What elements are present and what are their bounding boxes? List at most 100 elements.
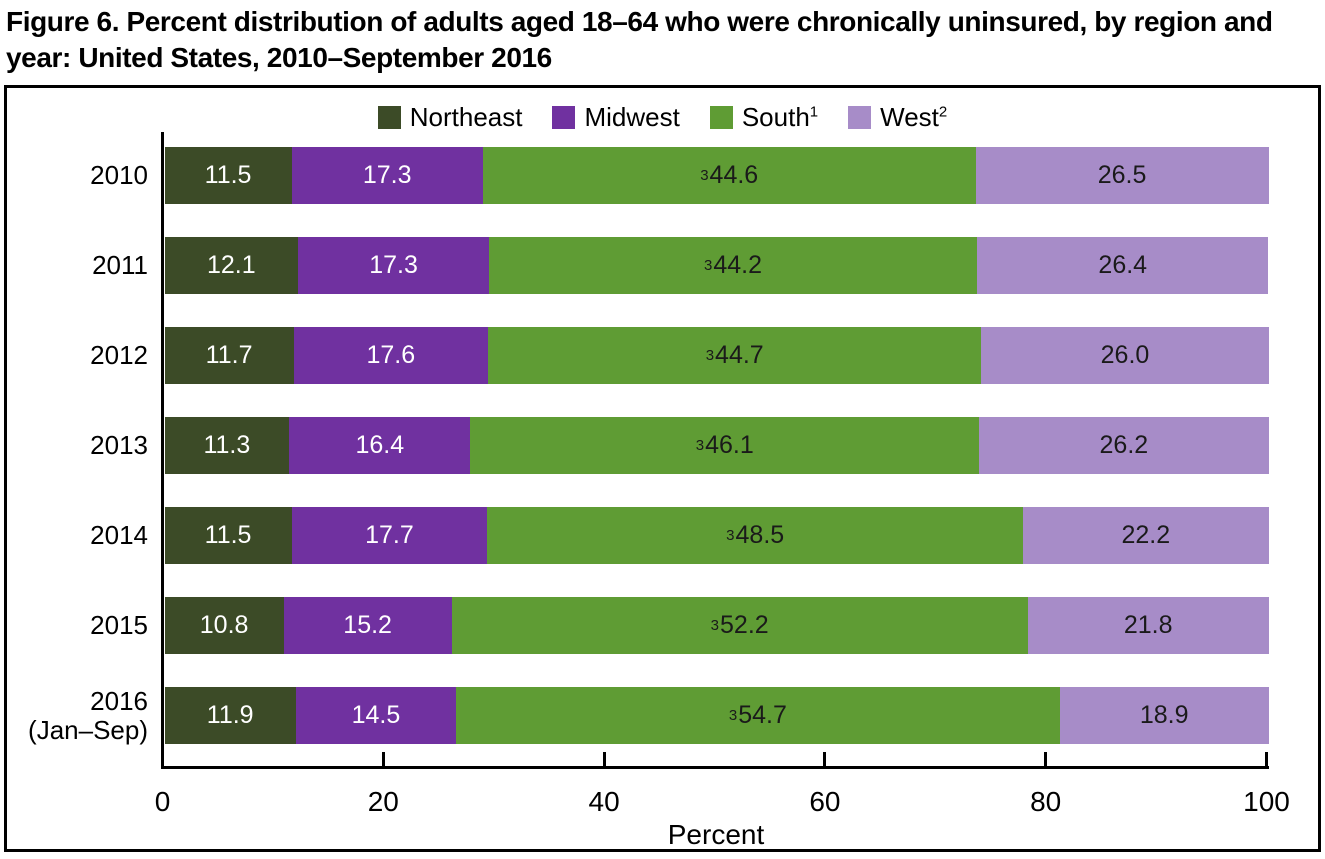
tick-label: 100 bbox=[1243, 786, 1290, 817]
stacked-bar: 11.9 14.5 3 54.7 18.9 bbox=[164, 687, 1269, 744]
bar-row: 2016 (Jan–Sep) 11.9 14.5 3 54.7 18.9 bbox=[7, 685, 1269, 745]
segment-value: 26.0 bbox=[1100, 341, 1150, 369]
tick-mark bbox=[823, 752, 827, 766]
bar-segment-northeast: 12.1 bbox=[164, 237, 299, 294]
stacked-bar: 11.7 17.6 3 44.7 26.0 bbox=[164, 327, 1269, 384]
bar-segment-midwest: 14.5 bbox=[295, 687, 456, 744]
bar-segment-northeast: 11.9 bbox=[164, 687, 296, 744]
stacked-bar: 11.5 17.7 3 48.5 22.2 bbox=[164, 507, 1269, 564]
bar-row: 2014 11.5 17.7 3 48.5 22.2 bbox=[7, 507, 1269, 564]
bar-segment-midwest: 17.3 bbox=[298, 237, 490, 294]
year-label: 2015 bbox=[90, 610, 148, 640]
bar-segment-west: 26.4 bbox=[977, 237, 1269, 294]
bar-segment-midwest: 16.4 bbox=[289, 417, 471, 474]
year-label: 2010 bbox=[90, 160, 148, 190]
tick-mark bbox=[1044, 752, 1048, 766]
year-label: 2014 bbox=[90, 520, 148, 550]
bar-segment-northeast: 10.8 bbox=[164, 597, 284, 654]
bar-segment-west: 26.0 bbox=[981, 327, 1269, 384]
bar-segment-west: 18.9 bbox=[1059, 687, 1269, 744]
legend-footnote-marker: 2 bbox=[938, 103, 948, 121]
segment-value: 11.5 bbox=[204, 161, 252, 189]
legend-swatch-midwest bbox=[552, 106, 576, 129]
segment-value: 11.5 bbox=[204, 521, 252, 549]
bar-segment-midwest: 17.7 bbox=[291, 507, 488, 564]
segment-value: 26.2 bbox=[1099, 431, 1149, 459]
tick-label: 40 bbox=[588, 786, 620, 817]
segment-value: 44.7 bbox=[715, 341, 764, 369]
bar-segment-midwest: 17.3 bbox=[291, 147, 483, 204]
legend-footnote-marker: 1 bbox=[809, 103, 819, 121]
bar-segment-west: 26.2 bbox=[979, 417, 1269, 474]
bar-segment-south: 3 46.1 bbox=[470, 417, 980, 474]
bar-segment-northeast: 11.5 bbox=[164, 507, 292, 564]
bar-segment-midwest: 15.2 bbox=[283, 597, 452, 654]
legend-item-midwest: Midwest bbox=[552, 102, 680, 133]
tick-label: 0 bbox=[154, 786, 171, 817]
segment-value: 54.7 bbox=[738, 701, 787, 729]
stacked-bar: 11.3 16.4 3 46.1 26.2 bbox=[164, 417, 1269, 474]
x-axis-line bbox=[161, 766, 1269, 769]
bar-row: 2013 11.3 16.4 3 46.1 26.2 bbox=[7, 417, 1269, 474]
bar-segment-south: 3 54.7 bbox=[455, 687, 1060, 744]
legend-label: Northeast bbox=[409, 102, 523, 132]
year-label: 2013 bbox=[90, 430, 148, 460]
legend-item-south: South1 bbox=[709, 102, 819, 133]
stacked-bar: 12.1 17.3 3 44.2 26.4 bbox=[164, 237, 1269, 294]
chart-area: Northeast Midwest South1 West2 2010 11.5 17.3… bbox=[4, 85, 1321, 852]
segment-value: 17.3 bbox=[362, 161, 412, 189]
tick-mark bbox=[381, 752, 385, 766]
legend-swatch-northeast bbox=[377, 106, 401, 129]
segment-value: 17.7 bbox=[365, 521, 414, 549]
segment-value: 10.8 bbox=[199, 611, 249, 639]
legend-label: West2 bbox=[880, 102, 948, 132]
y-axis-line bbox=[161, 132, 164, 766]
bar-segment-south: 3 52.2 bbox=[451, 597, 1028, 654]
year-label: 2011 bbox=[92, 250, 148, 280]
year-label: 2012 bbox=[90, 340, 148, 370]
segment-value: 17.6 bbox=[366, 341, 416, 369]
bar-segment-northeast: 11.5 bbox=[164, 147, 292, 204]
tick-mark bbox=[161, 752, 164, 766]
legend-label: South1 bbox=[741, 102, 819, 132]
year-label: 2016 (Jan–Sep) bbox=[28, 685, 148, 745]
tick-label: 20 bbox=[367, 786, 399, 817]
legend-swatch-west bbox=[848, 106, 872, 129]
legend: Northeast Midwest South1 West2 bbox=[7, 102, 1318, 133]
bar-segment-northeast: 11.3 bbox=[164, 417, 290, 474]
segment-value: 26.5 bbox=[1097, 161, 1147, 189]
segment-value: 18.9 bbox=[1139, 701, 1189, 729]
figure-title: Figure 6. Percent distribution of adults… bbox=[6, 6, 1273, 73]
segment-value: 46.1 bbox=[705, 431, 754, 459]
tick-mark bbox=[602, 752, 606, 766]
bar-segment-west: 22.2 bbox=[1023, 507, 1269, 564]
bar-segment-south: 3 44.7 bbox=[487, 327, 982, 384]
segment-value: 26.4 bbox=[1098, 251, 1148, 279]
segment-value: 11.3 bbox=[203, 431, 251, 459]
bar-segment-midwest: 17.6 bbox=[293, 327, 488, 384]
segment-value: 14.5 bbox=[351, 701, 401, 729]
segment-value: 11.9 bbox=[206, 701, 254, 729]
bar-segment-west: 26.5 bbox=[975, 147, 1269, 204]
bar-row: 2015 10.8 15.2 3 52.2 21.8 bbox=[7, 597, 1269, 654]
legend-label: Midwest bbox=[584, 102, 680, 132]
bar-rows: 2010 11.5 17.3 3 44.6 26.5 2011 12.1 17.3 3 44.2 26… bbox=[7, 147, 1269, 745]
bar-row: 2011 12.1 17.3 3 44.2 26.4 bbox=[7, 237, 1269, 294]
bar-row: 2010 11.5 17.3 3 44.6 26.5 bbox=[7, 147, 1269, 204]
segment-value: 44.2 bbox=[713, 251, 763, 279]
segment-value: 11.7 bbox=[205, 341, 253, 369]
segment-value: 16.4 bbox=[355, 431, 405, 459]
legend-item-northeast: Northeast bbox=[377, 102, 523, 133]
segment-value: 15.2 bbox=[343, 611, 392, 639]
bar-segment-south: 3 44.6 bbox=[482, 147, 976, 204]
stacked-bar: 11.5 17.3 3 44.6 26.5 bbox=[164, 147, 1269, 204]
bar-row: 2012 11.7 17.6 3 44.7 26.0 bbox=[7, 327, 1269, 384]
tick-label: 80 bbox=[1030, 786, 1062, 817]
segment-value: 17.3 bbox=[369, 251, 418, 279]
segment-value: 21.8 bbox=[1123, 611, 1173, 639]
segment-value: 52.2 bbox=[720, 611, 769, 639]
segment-value: 22.2 bbox=[1121, 521, 1171, 549]
x-axis-title: Percent bbox=[667, 819, 765, 850]
tick-label: 60 bbox=[809, 786, 841, 817]
segment-value: 44.6 bbox=[709, 161, 759, 189]
